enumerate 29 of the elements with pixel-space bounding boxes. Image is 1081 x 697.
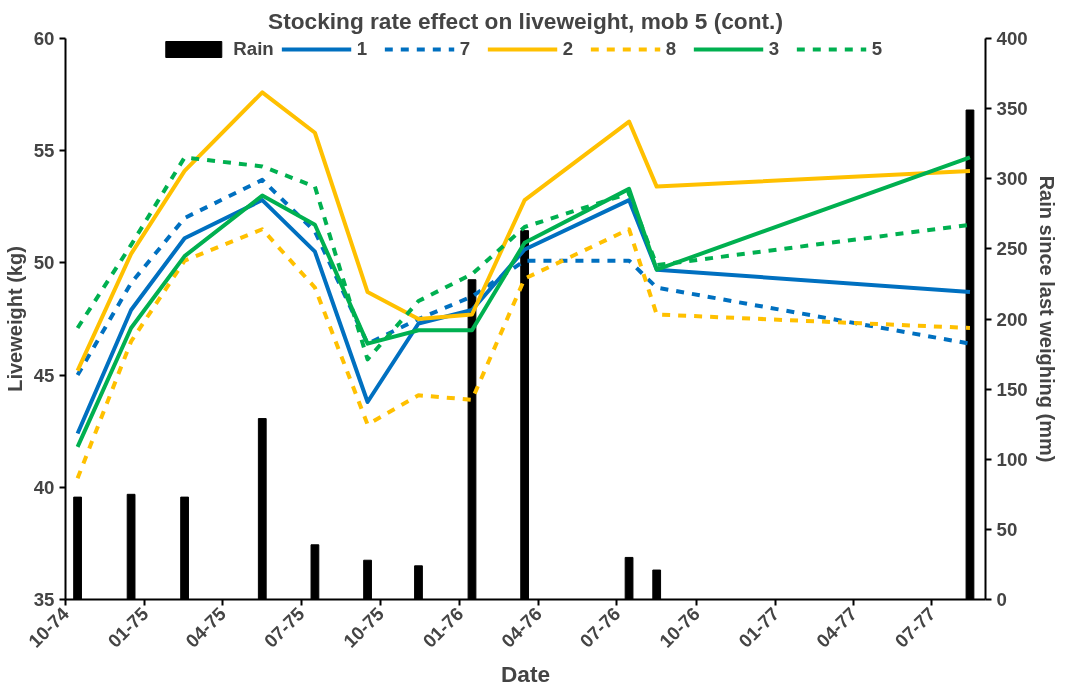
legend-label: 5 [871,38,884,60]
y-tick-label: 55 [33,140,55,162]
y-tick-label: 35 [33,589,55,610]
y2-tick-label: 200 [996,308,1028,330]
y2-tick-label: 100 [996,448,1028,470]
y2-tick-label: 50 [996,518,1018,540]
chart-title: Stocking rate effect on liveweight, mob 5 (cont.) [268,7,783,34]
line-series [75,90,972,373]
y2-tick-label: 300 [996,168,1028,190]
y2-tick-label: 250 [996,238,1028,260]
line-series [75,155,972,449]
y2-tick-label: 350 [996,98,1028,120]
y-tick-label: 50 [33,252,55,274]
y-axis-title: Liveweight (kg) [3,246,26,392]
legend-label: 3 [768,38,781,60]
legend-label: Rain [233,38,274,60]
y-tick-label: 40 [33,476,55,498]
legend-label: 8 [665,38,678,60]
line-series [75,227,972,481]
y2-tick-label: 400 [996,28,1028,49]
y2-tick-label: 150 [996,378,1028,400]
y2-axis-title: Rain since last weighing (mm) [1035,175,1058,463]
legend-label: 7 [459,38,472,60]
y2-tick-label: 0 [996,589,1007,610]
legend-label: 2 [562,38,575,60]
legend-label: 1 [356,38,369,60]
y-tick-label: 60 [33,28,55,49]
x-axis-title: Date [500,661,551,688]
y-tick-label: 45 [33,364,55,386]
